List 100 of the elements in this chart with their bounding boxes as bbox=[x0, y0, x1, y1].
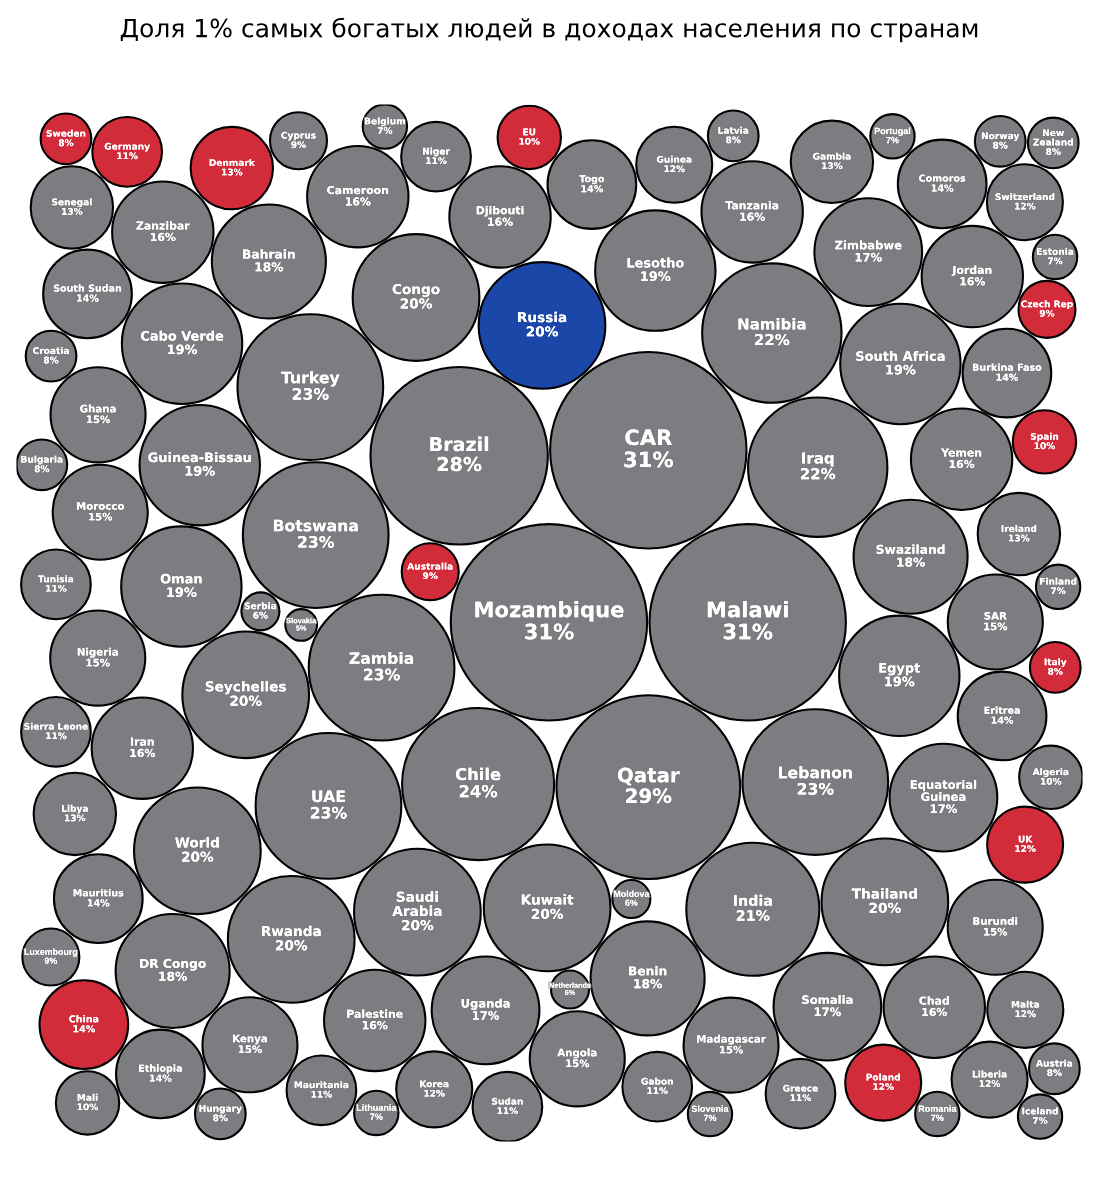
data-label: 20% bbox=[526, 326, 558, 337]
data-label: 12% bbox=[424, 1089, 445, 1097]
data-label: 11% bbox=[46, 732, 67, 740]
category-label: Ethiopia bbox=[139, 1064, 182, 1074]
category-label: SAR bbox=[984, 611, 1007, 620]
category-label: Korea bbox=[420, 1080, 449, 1088]
data-label: 23% bbox=[797, 782, 834, 795]
data-label: 20% bbox=[402, 920, 434, 931]
category-label: Seychelles bbox=[205, 681, 286, 695]
data-label: 14% bbox=[996, 373, 1019, 381]
data-label: 10% bbox=[519, 137, 540, 145]
data-label: 15% bbox=[86, 415, 110, 424]
category-label: Namibia bbox=[738, 317, 806, 330]
data-label: 29% bbox=[626, 788, 672, 804]
category-label: Eritrea bbox=[984, 706, 1020, 714]
category-label: Morocco bbox=[76, 502, 124, 510]
category-label: Sudan bbox=[492, 1097, 523, 1105]
category-label: Romania bbox=[918, 1105, 957, 1112]
data-label: 9% bbox=[1039, 309, 1055, 317]
data-label: 14% bbox=[77, 294, 99, 302]
category-label: Iran bbox=[131, 737, 154, 746]
data-label: 9% bbox=[423, 572, 438, 580]
data-label: 23% bbox=[364, 668, 400, 681]
data-label: 12% bbox=[1015, 202, 1036, 210]
data-label: 11% bbox=[497, 1107, 518, 1115]
data-label: 16% bbox=[960, 277, 986, 286]
data-label: 17% bbox=[855, 252, 882, 262]
data-label: 12% bbox=[1015, 845, 1036, 852]
category-label: Yemen bbox=[941, 448, 982, 457]
data-label: 11% bbox=[426, 157, 447, 165]
data-label: 19% bbox=[167, 587, 197, 598]
data-label: 15% bbox=[89, 512, 113, 521]
category-label: Iraq bbox=[802, 452, 834, 467]
category-label: Estonia bbox=[1037, 247, 1074, 255]
category-label: Gabon bbox=[641, 1077, 673, 1085]
category-label: Togo bbox=[579, 175, 605, 185]
data-label: 14% bbox=[991, 716, 1014, 724]
data-label: 10% bbox=[1041, 777, 1062, 785]
category-label: Spain bbox=[1030, 432, 1059, 442]
category-label: Tunisia bbox=[38, 575, 74, 583]
data-label: 14% bbox=[87, 899, 110, 907]
data-label: 13% bbox=[1009, 534, 1030, 542]
data-label: 16% bbox=[740, 212, 765, 221]
data-label: 19% bbox=[168, 344, 198, 355]
category-label: Liberia bbox=[972, 1070, 1007, 1078]
category-label: Benin bbox=[629, 966, 667, 976]
data-label: 12% bbox=[1015, 1010, 1036, 1018]
data-label: 15% bbox=[719, 1045, 743, 1054]
category-label: CAR bbox=[625, 429, 672, 446]
category-label: Comoros bbox=[919, 174, 966, 182]
category-label: Burundi bbox=[973, 916, 1018, 925]
category-label: Qatar bbox=[617, 767, 680, 786]
category-label: Tanzania bbox=[725, 200, 779, 210]
data-label: 8% bbox=[1048, 667, 1063, 675]
category-label: Angola bbox=[557, 1048, 597, 1059]
data-label: 8% bbox=[1047, 1069, 1062, 1077]
data-label: 8% bbox=[43, 356, 59, 364]
category-label: New Zealand bbox=[1033, 129, 1073, 146]
data-label: 19% bbox=[886, 364, 916, 375]
category-label: Palestine bbox=[347, 1009, 403, 1018]
data-label: 20% bbox=[869, 902, 901, 913]
data-label: 23% bbox=[298, 535, 334, 548]
data-label: 17% bbox=[472, 1011, 500, 1020]
data-label: 17% bbox=[814, 1007, 841, 1017]
data-label: 14% bbox=[150, 1074, 172, 1082]
data-label: 16% bbox=[922, 1007, 947, 1017]
category-label: Somalia bbox=[802, 995, 853, 1005]
data-label: 19% bbox=[885, 676, 915, 687]
data-label: 14% bbox=[931, 184, 954, 192]
data-label: 16% bbox=[345, 197, 371, 206]
category-label: Kenya bbox=[233, 1034, 267, 1045]
category-label: Lithuania bbox=[356, 1104, 397, 1111]
data-label: 19% bbox=[185, 465, 215, 476]
data-label: 17% bbox=[930, 804, 957, 814]
data-label: 21% bbox=[736, 910, 770, 921]
data-label: 19% bbox=[641, 271, 671, 282]
category-label: Gambia bbox=[813, 152, 851, 160]
category-label: Denmark bbox=[209, 158, 255, 166]
data-label: 22% bbox=[800, 468, 836, 480]
data-label: 15% bbox=[984, 622, 1008, 631]
data-label: 8% bbox=[213, 1114, 228, 1122]
category-label: Portugal bbox=[874, 127, 911, 136]
category-label: Hungary bbox=[199, 1105, 242, 1114]
data-label: 16% bbox=[362, 1021, 388, 1030]
category-label: Luxembourg bbox=[24, 948, 78, 957]
data-label: 7% bbox=[703, 1114, 717, 1121]
data-label: 8% bbox=[726, 136, 741, 144]
category-label: Turkey bbox=[281, 371, 340, 387]
category-label: Nigeria bbox=[77, 647, 118, 658]
data-label: 9% bbox=[291, 141, 306, 149]
category-label: Niger bbox=[423, 147, 450, 157]
category-label: Senegal bbox=[52, 198, 92, 208]
category-label: Oman bbox=[160, 573, 202, 584]
category-label: Chad bbox=[919, 996, 949, 1005]
data-label: 7% bbox=[1048, 257, 1063, 265]
category-label: World bbox=[175, 837, 219, 848]
category-label: Ireland bbox=[1001, 524, 1037, 532]
category-label: Mali bbox=[77, 1093, 98, 1101]
data-label: 8% bbox=[34, 465, 50, 473]
category-label: Italy bbox=[1044, 658, 1067, 668]
